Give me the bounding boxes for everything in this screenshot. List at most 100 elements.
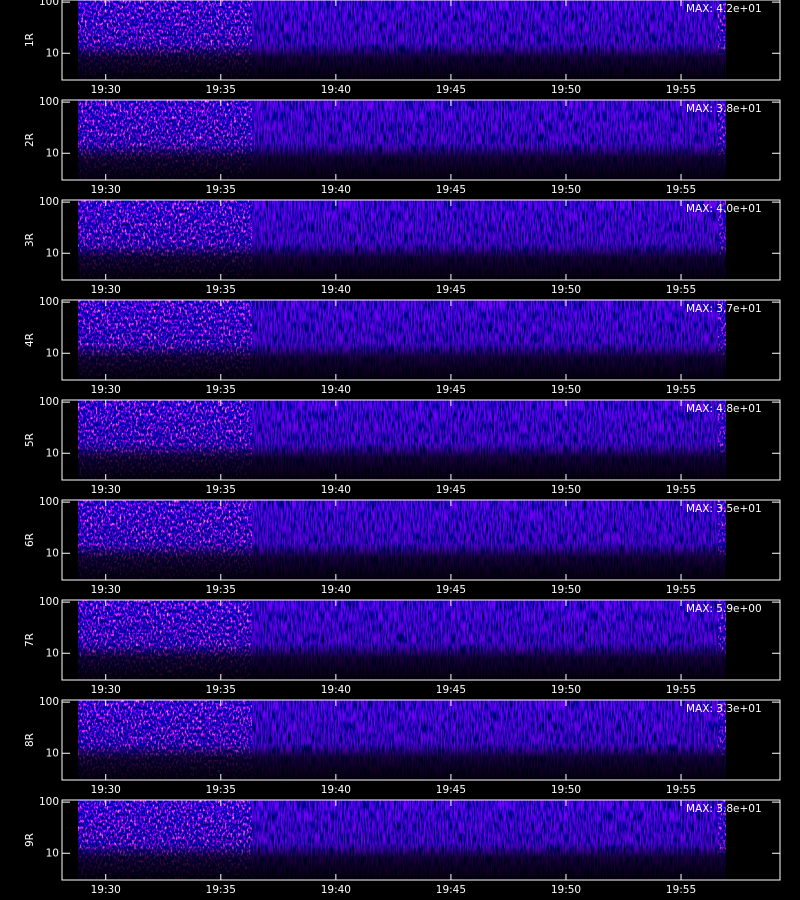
plot-frame	[61, 499, 781, 581]
plot-frame	[61, 399, 781, 481]
x-tick-label: 19:30	[91, 584, 121, 596]
x-tick-label: 19:30	[91, 884, 121, 896]
plot-frame	[61, 99, 781, 181]
y-axis-label: 8R	[24, 733, 36, 747]
y-tick-label: 10	[46, 747, 59, 759]
x-tick-label: 19:35	[206, 84, 236, 96]
x-tick-label: 19:55	[666, 784, 696, 796]
x-tick-label: 19:55	[666, 584, 696, 596]
max-annotation: MAX: 3.8e+01	[686, 803, 762, 815]
x-tick-label: 19:40	[321, 484, 351, 496]
y-tick-label: 100	[39, 796, 59, 808]
x-tick-label: 19:50	[551, 384, 581, 396]
x-tick-label: 19:55	[666, 384, 696, 396]
x-tick-label: 19:35	[206, 184, 236, 196]
x-tick-label: 19:35	[206, 284, 236, 296]
x-tick-label: 19:40	[321, 284, 351, 296]
x-tick-label: 19:30	[91, 784, 121, 796]
x-tick-label: 19:35	[206, 384, 236, 396]
x-tick-label: 19:50	[551, 684, 581, 696]
x-tick-label: 19:40	[321, 784, 351, 796]
x-tick-label: 19:35	[206, 584, 236, 596]
x-tick-label: 19:55	[666, 484, 696, 496]
low-energy-fade	[78, 300, 726, 380]
x-tick-label: 19:30	[91, 684, 121, 696]
panel: 19:30 19:35 19:40 19:45 19:50 19:55 10 100 9R MAX…	[24, 796, 781, 896]
x-tick-label: 19:45	[436, 84, 466, 96]
panel: 19:30 19:35 19:40 19:45 19:50 19:55 10 100 2R MAX…	[24, 96, 781, 196]
plot-frame	[61, 699, 781, 781]
x-tick-label: 19:35	[206, 884, 236, 896]
y-tick-label: 10	[46, 147, 59, 159]
x-tick-label: 19:45	[436, 284, 466, 296]
x-tick-label: 19:45	[436, 884, 466, 896]
x-tick-label: 19:30	[91, 384, 121, 396]
max-annotation: MAX: 4.2e+01	[686, 3, 762, 15]
panel: 19:30 19:35 19:40 19:45 19:50 19:55 10 100 5R MAX…	[24, 396, 781, 496]
y-tick-label: 100	[39, 496, 59, 508]
y-axis-label: 3R	[24, 233, 36, 247]
max-annotation: MAX: 3.5e+01	[686, 503, 762, 515]
low-energy-fade	[78, 0, 726, 80]
panel: 19:30 19:35 19:40 19:45 19:50 19:55 10 100 8R MAX…	[24, 696, 781, 796]
low-energy-fade	[78, 500, 726, 580]
low-energy-fade	[78, 600, 726, 680]
y-axis-label: 2R	[24, 133, 36, 147]
x-tick-label: 19:30	[91, 184, 121, 196]
y-tick-label: 10	[46, 447, 59, 459]
x-tick-label: 19:45	[436, 184, 466, 196]
panel: 19:30 19:35 19:40 19:45 19:50 19:55 10 100 3R MAX…	[24, 196, 781, 296]
y-axis-label: 6R	[24, 533, 36, 547]
x-tick-label: 19:50	[551, 484, 581, 496]
low-energy-fade	[78, 200, 726, 280]
max-annotation: MAX: 5.9e+00	[686, 603, 762, 615]
max-annotation: MAX: 3.3e+01	[686, 703, 762, 715]
x-tick-label: 19:45	[436, 684, 466, 696]
y-tick-label: 100	[39, 196, 59, 208]
x-tick-label: 19:50	[551, 284, 581, 296]
plot-frame	[61, 299, 781, 381]
y-axis-label: 9R	[24, 833, 36, 847]
panel: 19:30 19:35 19:40 19:45 19:50 19:55 10 100 6R MAX…	[24, 496, 781, 596]
plot-frame	[61, 799, 781, 881]
x-tick-label: 19:50	[551, 584, 581, 596]
x-tick-label: 19:45	[436, 484, 466, 496]
x-tick-label: 19:40	[321, 684, 351, 696]
x-tick-label: 19:55	[666, 84, 696, 96]
plot-frame	[61, 0, 781, 81]
x-tick-label: 19:35	[206, 484, 236, 496]
x-tick-label: 19:35	[206, 784, 236, 796]
y-tick-label: 100	[39, 296, 59, 308]
x-tick-label: 19:55	[666, 884, 696, 896]
y-axis-label: 5R	[24, 433, 36, 447]
y-tick-label: 100	[39, 696, 59, 708]
x-tick-label: 19:50	[551, 784, 581, 796]
x-tick-label: 19:30	[91, 284, 121, 296]
y-tick-label: 100	[39, 0, 59, 8]
x-tick-label: 19:55	[666, 684, 696, 696]
y-axis-label: 4R	[24, 333, 36, 347]
x-tick-label: 19:40	[321, 884, 351, 896]
panel: 19:30 19:35 19:40 19:45 19:50 19:55 10 100 7R MAX…	[24, 596, 781, 696]
x-tick-label: 19:45	[436, 784, 466, 796]
y-axis-label: 7R	[24, 633, 36, 647]
x-tick-label: 19:50	[551, 884, 581, 896]
low-energy-fade	[78, 100, 726, 180]
y-tick-label: 10	[46, 347, 59, 359]
low-energy-fade	[78, 700, 726, 780]
x-tick-label: 19:40	[321, 84, 351, 96]
x-tick-label: 19:40	[321, 184, 351, 196]
plot-frame	[61, 199, 781, 281]
x-tick-label: 19:55	[666, 284, 696, 296]
plot-frame	[61, 599, 781, 681]
y-tick-label: 10	[46, 47, 59, 59]
y-tick-label: 100	[39, 396, 59, 408]
max-annotation: MAX: 3.7e+01	[686, 303, 762, 315]
panel: 19:30 19:35 19:40 19:45 19:50 19:55 10 100 4R MAX…	[24, 296, 781, 396]
x-tick-label: 19:35	[206, 684, 236, 696]
low-energy-fade	[78, 400, 726, 480]
x-tick-label: 19:55	[666, 184, 696, 196]
x-tick-label: 19:50	[551, 84, 581, 96]
